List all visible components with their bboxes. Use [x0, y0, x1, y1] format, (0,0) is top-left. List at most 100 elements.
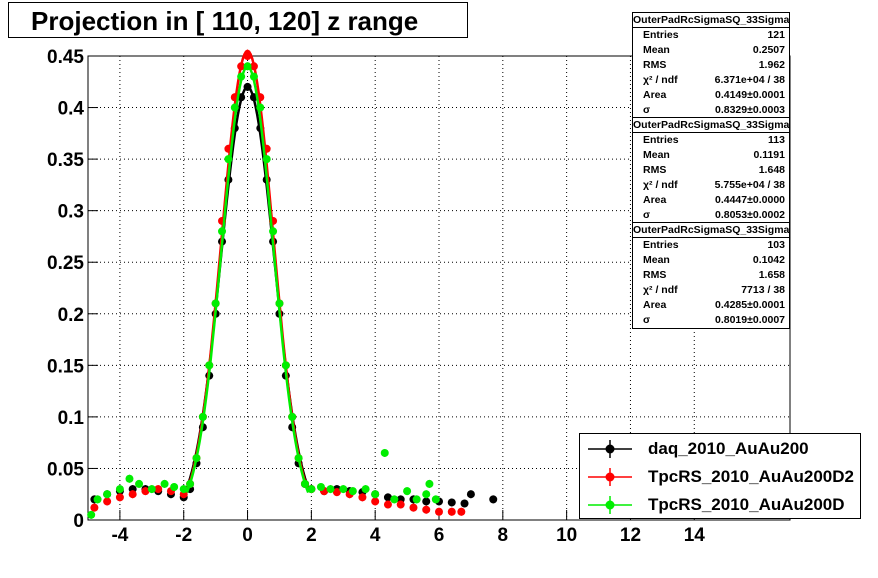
data-point [256, 103, 265, 112]
stats-value: 103 [767, 239, 785, 251]
stats-value: 113 [768, 134, 785, 146]
y-tick-label: 0.4 [58, 99, 85, 120]
legend-label: TpcRS_2010_AuAu200D [648, 495, 845, 514]
data-point [141, 487, 150, 496]
data-point [237, 62, 246, 71]
legend-entry: daq_2010_AuAu200 [580, 436, 860, 462]
data-point [390, 495, 399, 504]
stats-row: RMS 1.962 [633, 58, 789, 73]
x-tick-label: 2 [306, 525, 317, 546]
y-tick-label: 0.45 [47, 47, 84, 68]
data-point [447, 507, 456, 516]
x-tick-label: 8 [498, 525, 509, 546]
stats-box-title: OuterPadRcSigmaSQ_33SigmaSQ [633, 224, 789, 238]
data-point [160, 479, 169, 488]
legend-entry: TpcRS_2010_AuAu200D2 [580, 464, 860, 490]
data-point [218, 227, 227, 236]
data-point [422, 490, 431, 499]
data-point [154, 485, 163, 494]
y-tick-label: 0.35 [47, 150, 84, 171]
y-tick-label: 0.2 [58, 305, 84, 326]
x-tick-label: 10 [556, 525, 577, 546]
series-2 [87, 62, 440, 519]
stats-value: 0.2507 [752, 44, 785, 56]
stats-key: χ² / ndf [643, 179, 678, 191]
data-point [383, 493, 392, 502]
data-point [307, 485, 316, 494]
legend-label: TpcRS_2010_AuAu200D2 [648, 467, 854, 486]
data-point [224, 155, 233, 164]
stats-box-title: OuterPadRcSigmaSQ_33SigmaSQ [633, 119, 789, 133]
stats-key: Mean [643, 44, 670, 56]
stats-row: RMS 1.658 [633, 268, 789, 283]
data-point [403, 487, 412, 496]
data-point [211, 299, 220, 308]
data-point [192, 454, 201, 463]
legend-entry: TpcRS_2010_AuAu200D [580, 492, 860, 518]
data-point [294, 454, 303, 463]
data-point [249, 72, 258, 81]
data-point [87, 510, 96, 519]
stats-value: 0.4285±0.0001 [715, 299, 785, 311]
data-point [316, 483, 325, 492]
stats-row: σ 0.8053±0.0002 [633, 208, 789, 223]
x-tick-label: -4 [111, 525, 128, 546]
stats-key: Entries [643, 29, 679, 41]
stats-key: RMS [643, 269, 667, 281]
data-point [361, 485, 370, 494]
x-tick-label: 14 [684, 525, 706, 546]
stats-row: Entries 113 [633, 133, 789, 148]
data-point [90, 503, 99, 512]
stats-key: σ [643, 314, 651, 326]
data-point [237, 72, 246, 81]
data-point [447, 498, 456, 507]
data-point [115, 485, 124, 494]
legend-marker-icon [580, 492, 640, 518]
data-point [412, 495, 421, 504]
data-point [243, 52, 252, 60]
y-tick-label: 0 [73, 511, 84, 532]
data-point [288, 412, 297, 421]
data-point [348, 487, 357, 496]
stats-value: 0.8053±0.0002 [715, 209, 785, 221]
series-layer [87, 49, 498, 519]
data-point [431, 495, 440, 504]
data-point [275, 299, 284, 308]
data-point [198, 412, 207, 421]
stats-key: χ² / ndf [643, 284, 678, 296]
legend-marker-icon [580, 436, 640, 462]
data-point [358, 493, 367, 502]
data-point [281, 361, 290, 370]
y-tick-label: 0.05 [47, 459, 84, 480]
data-point [93, 495, 102, 504]
data-point [380, 448, 389, 457]
data-point [460, 499, 469, 508]
stats-key: Mean [643, 254, 670, 266]
data-point [300, 479, 309, 488]
stats-box: OuterPadRcSigmaSQ_33SigmaSQ Entries 103 Mea… [632, 222, 790, 329]
stats-row: χ² / ndf 6.371e+04 / 38 [633, 73, 789, 88]
stats-value: 1.962 [758, 59, 785, 71]
stats-value: 0.8019±0.0007 [715, 314, 785, 326]
data-point [339, 485, 348, 494]
x-tick-label: 0 [242, 525, 253, 546]
data-point [243, 82, 252, 91]
data-point [422, 497, 431, 506]
stats-row: Entries 103 [633, 238, 789, 253]
x-tick-label: 6 [434, 525, 445, 546]
data-point [179, 485, 188, 494]
stats-value: 121 [767, 29, 785, 41]
y-axis: 0 0.05 0.1 0.15 0.2 0.25 0.3 0.35 0.4 0.45 [47, 47, 98, 532]
data-point [457, 507, 466, 516]
stats-row: Mean 0.1042 [633, 253, 789, 268]
data-point [326, 485, 335, 494]
stats-key: RMS [643, 59, 667, 71]
legend: daq_2010_AuAu200 TpcRS_2010_AuAu200D2 TpcR… [579, 433, 861, 519]
data-point [230, 103, 239, 112]
series-0 [90, 82, 498, 508]
stats-row: Mean 0.1191 [633, 148, 789, 163]
stats-box: OuterPadRcSigmaSQ_33SigmaSQ Entries 113 Mea… [632, 117, 790, 224]
data-point [125, 474, 134, 483]
stats-key: σ [643, 209, 651, 221]
data-point [103, 490, 112, 499]
